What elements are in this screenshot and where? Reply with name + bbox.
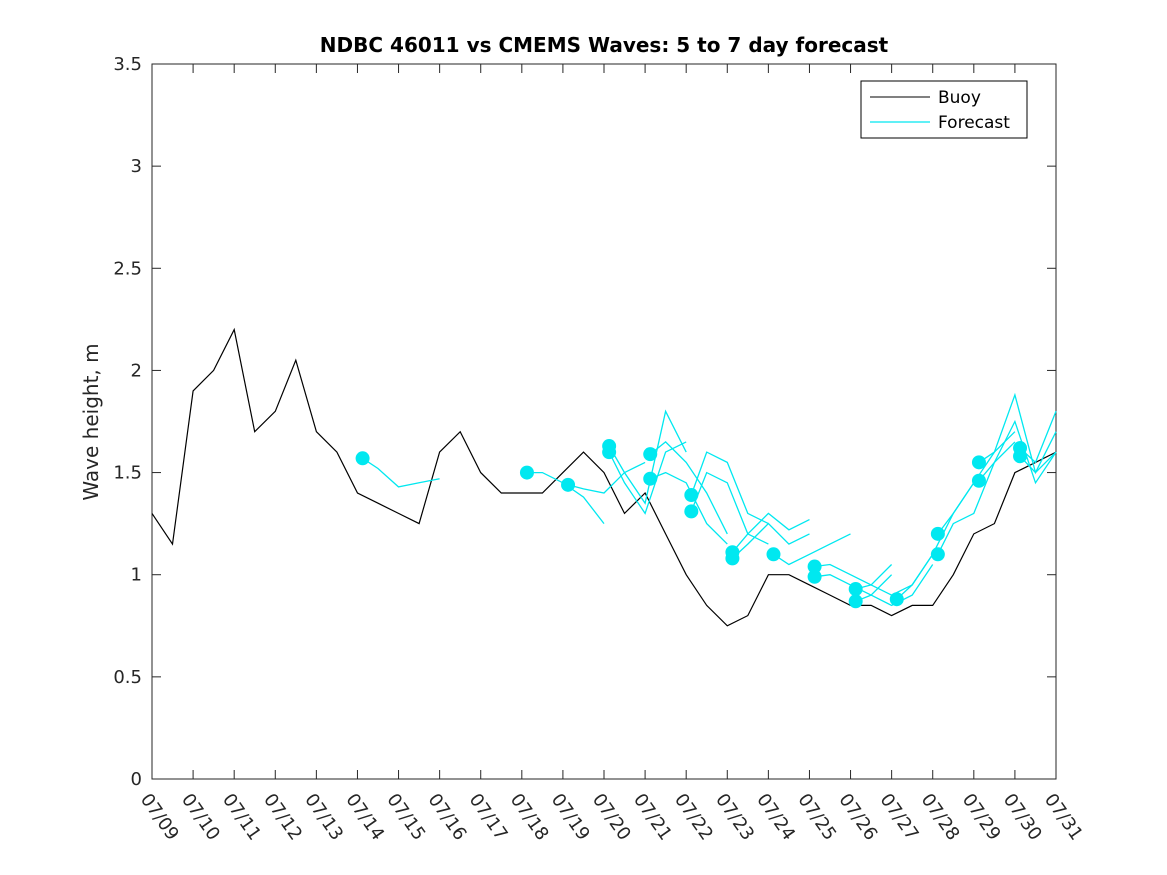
forecast-line	[1019, 451, 1057, 474]
forecast-marker	[807, 569, 822, 584]
forecast-line	[567, 461, 646, 494]
legend: Buoy Forecast	[860, 80, 1028, 139]
forecast-marker	[930, 547, 945, 562]
forecast-marker	[561, 477, 576, 492]
forecast-marker	[684, 488, 699, 503]
forecast-marker	[355, 451, 370, 466]
y-tick-label: 3	[131, 156, 142, 177]
forecast-line	[855, 564, 934, 607]
forecast-marker	[971, 473, 986, 488]
forecast-line	[937, 441, 1016, 555]
y-axis-label: Wave height, m	[79, 343, 103, 500]
forecast-marker	[930, 526, 945, 541]
forecast-marker	[971, 455, 986, 470]
forecast-marker	[684, 504, 699, 519]
forecast-line	[978, 392, 1057, 475]
forecast-line	[773, 533, 851, 566]
forecast-marker	[643, 471, 658, 486]
forecast-line	[608, 409, 687, 505]
forecast-line	[362, 457, 440, 488]
forecast-line	[649, 471, 728, 545]
forecast-line	[731, 522, 810, 559]
forecast-marker	[1013, 449, 1028, 464]
forecast-line	[978, 419, 1057, 485]
forecast-marker	[848, 594, 863, 609]
forecast-marker	[602, 439, 617, 454]
chart-title: NDBC 46011 vs CMEMS Waves: 5 to 7 day fo…	[320, 33, 889, 57]
forecast-line	[814, 563, 893, 586]
legend-forecast-label: Forecast	[938, 113, 1010, 133]
y-tick-label: 2.5	[113, 258, 142, 279]
legend-box	[860, 80, 1028, 139]
forecast-line	[649, 441, 728, 535]
buoy-line	[151, 327, 1057, 627]
forecast-marker	[807, 559, 822, 574]
y-tick-label: 0	[131, 769, 142, 790]
forecast-marker	[519, 465, 534, 480]
forecast-marker	[725, 551, 740, 566]
legend-buoy-label: Buoy	[938, 88, 981, 108]
y-tick-label: 0.5	[113, 667, 142, 688]
forecast-marker	[643, 447, 658, 462]
y-tick-label: 1	[131, 565, 142, 586]
forecast-marker	[848, 582, 863, 597]
y-tick-label: 1.5	[113, 463, 142, 484]
forecast-marker	[766, 547, 781, 562]
forecast-line	[690, 451, 769, 525]
forecast-marker	[889, 592, 904, 607]
forecast-line	[731, 512, 810, 553]
y-tick-label: 3.5	[113, 54, 142, 75]
y-tick-label: 2	[131, 360, 142, 381]
